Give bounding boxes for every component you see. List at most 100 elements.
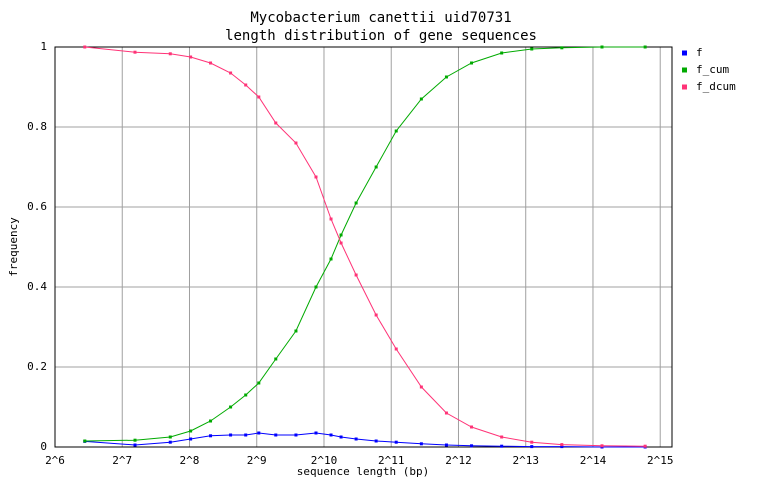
point <box>329 217 333 221</box>
point <box>470 425 474 429</box>
point <box>374 165 378 169</box>
point <box>168 52 172 56</box>
point <box>189 55 193 59</box>
point <box>274 433 278 437</box>
point <box>133 438 137 442</box>
point <box>294 141 298 145</box>
point <box>419 385 423 389</box>
point <box>209 419 213 423</box>
chart-subtitle: length distribution of gene sequences <box>225 28 537 44</box>
point <box>229 433 233 437</box>
point <box>470 61 474 65</box>
y-tick-label: 0.4 <box>27 280 47 293</box>
y-tick-label: 0.8 <box>27 120 47 133</box>
point <box>274 121 278 125</box>
point <box>168 435 172 439</box>
point <box>354 273 358 277</box>
point <box>83 439 87 443</box>
point <box>500 444 504 448</box>
point <box>257 95 261 99</box>
x-tick-label: 2^9 <box>247 454 267 467</box>
point <box>294 433 298 437</box>
legend-marker <box>682 84 687 90</box>
y-tick-label: 1 <box>40 40 47 53</box>
point <box>500 435 504 439</box>
point <box>133 443 137 447</box>
point <box>500 51 504 55</box>
x-tick-label: 2^8 <box>180 454 200 467</box>
y-tick-label: 0.6 <box>27 200 47 213</box>
point <box>394 440 398 444</box>
point <box>643 444 647 448</box>
point <box>133 50 137 54</box>
point <box>560 445 564 449</box>
point <box>354 201 358 205</box>
point <box>329 433 333 437</box>
point <box>530 440 534 444</box>
point <box>419 97 423 101</box>
x-tick-label: 2^15 <box>647 454 674 467</box>
x-tick-label: 2^10 <box>311 454 338 467</box>
point <box>600 45 604 49</box>
point <box>314 431 318 435</box>
point <box>244 83 248 87</box>
series-line <box>84 46 646 447</box>
point <box>83 45 87 49</box>
series-line <box>84 46 646 442</box>
point <box>314 175 318 179</box>
point <box>329 257 333 261</box>
point <box>314 285 318 289</box>
point <box>444 411 448 415</box>
series-line <box>84 432 646 448</box>
legend-label: f_dcum <box>696 80 736 93</box>
chart-title: Mycobacterium canettii uid70731 <box>250 10 511 26</box>
legend-label: f <box>696 46 703 59</box>
point <box>168 440 172 444</box>
point <box>560 46 564 50</box>
point <box>189 437 193 441</box>
x-tick-label: 2^12 <box>445 454 472 467</box>
point <box>244 433 248 437</box>
point <box>229 71 233 75</box>
point <box>354 437 358 441</box>
point <box>257 431 261 435</box>
point <box>339 241 343 245</box>
point <box>560 443 564 447</box>
point <box>643 45 647 49</box>
legend-marker <box>682 50 687 56</box>
plot-frame <box>54 46 673 448</box>
point <box>244 393 248 397</box>
x-axis-label: sequence length (bp) <box>297 465 429 478</box>
y-axis-label: frequency <box>7 217 20 277</box>
y-tick-label: 0 <box>40 440 47 453</box>
point <box>374 439 378 443</box>
legend-marker <box>682 67 687 73</box>
point <box>444 443 448 447</box>
point <box>229 405 233 409</box>
legend-label: f_cum <box>696 63 729 76</box>
x-tick-label: 2^6 <box>45 454 65 467</box>
y-tick-label: 0.2 <box>27 360 47 373</box>
point <box>209 434 213 438</box>
x-tick-label: 2^11 <box>378 454 405 467</box>
point <box>530 47 534 51</box>
point <box>189 429 193 433</box>
x-tick-label: 2^14 <box>580 454 607 467</box>
x-tick-label: 2^13 <box>512 454 539 467</box>
point <box>339 435 343 439</box>
point <box>394 347 398 351</box>
point <box>444 75 448 79</box>
point <box>274 357 278 361</box>
point <box>257 381 261 385</box>
point <box>600 444 604 448</box>
point <box>419 442 423 446</box>
point <box>209 61 213 65</box>
point <box>374 313 378 317</box>
point <box>470 444 474 448</box>
point <box>339 233 343 237</box>
x-tick-label: 2^7 <box>112 454 132 467</box>
point <box>294 329 298 333</box>
point <box>530 445 534 449</box>
point <box>394 129 398 133</box>
